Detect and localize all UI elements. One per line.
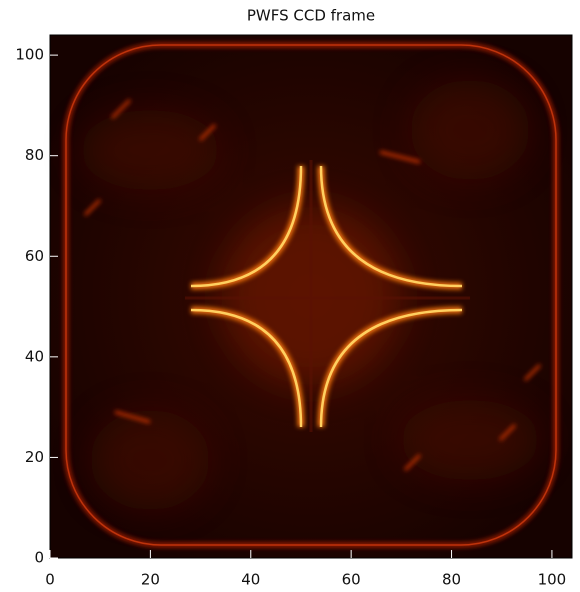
y-tick-label: 0 xyxy=(34,549,44,567)
plot-frame xyxy=(49,34,573,559)
streaks xyxy=(83,98,542,472)
outer-ring xyxy=(63,42,559,548)
y-tick-label: 100 xyxy=(15,46,44,64)
y-tick-label: 60 xyxy=(25,247,44,265)
x-tick-label: 80 xyxy=(442,571,461,589)
y-tick-label: 20 xyxy=(25,448,44,466)
central-astroid xyxy=(185,160,470,432)
x-tick-label: 0 xyxy=(45,571,55,589)
x-tick-label: 100 xyxy=(538,571,567,589)
x-tick-label: 60 xyxy=(342,571,361,589)
y-tick-label: 40 xyxy=(25,347,44,365)
y-tick-label: 80 xyxy=(25,146,44,164)
x-tick-label: 20 xyxy=(141,571,160,589)
ccd-image xyxy=(50,35,572,558)
chart-title: PWFS CCD frame xyxy=(247,7,375,25)
x-tick-label: 40 xyxy=(241,571,260,589)
